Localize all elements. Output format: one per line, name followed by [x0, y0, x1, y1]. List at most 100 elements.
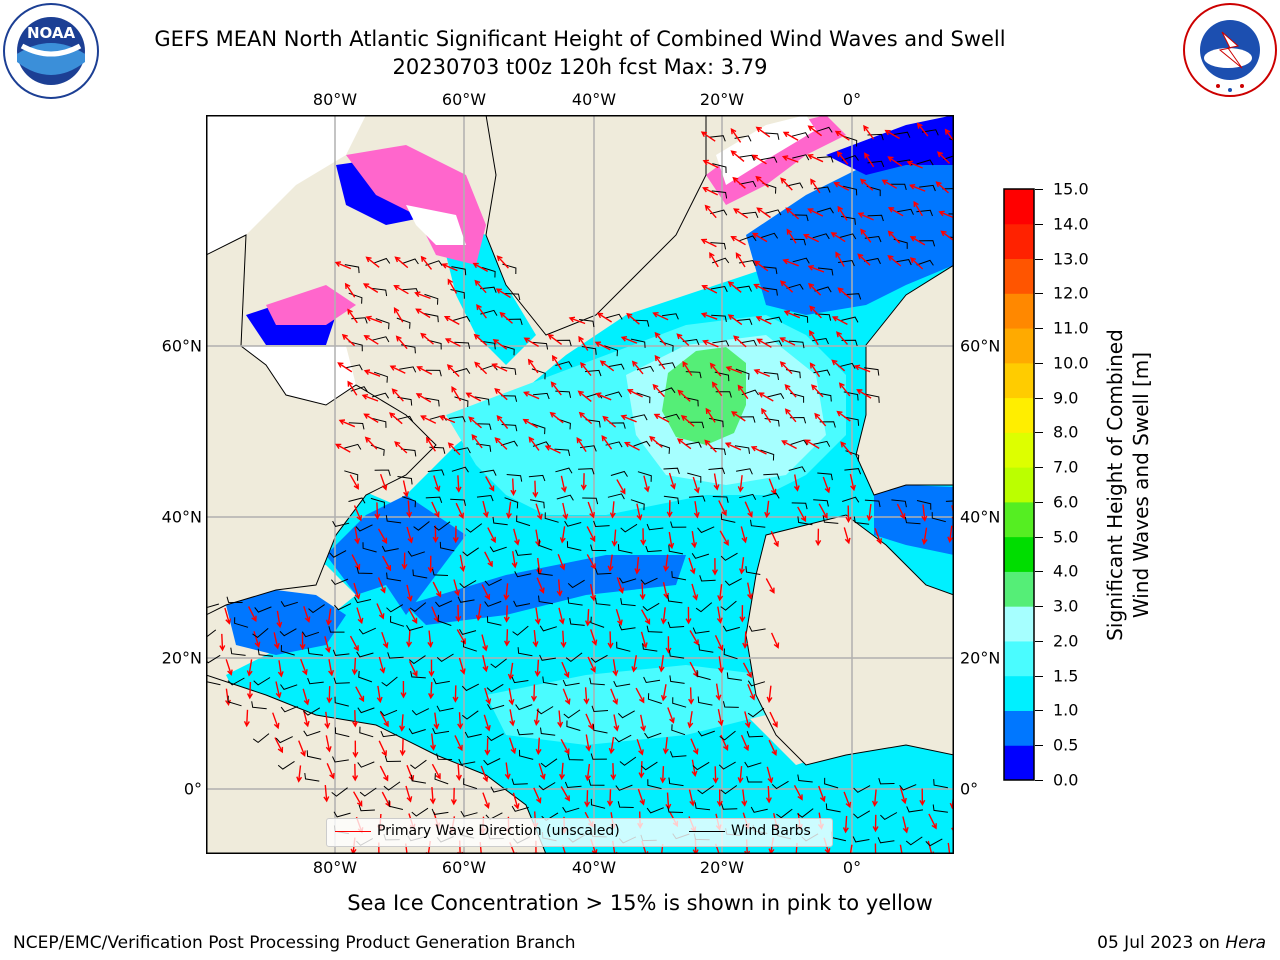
wave-direction-arrow [626, 389, 643, 398]
colorbar-tick-label: 11.0 [1053, 318, 1089, 338]
wind-barb [463, 778, 478, 790]
wave-direction-arrow [527, 358, 539, 374]
wind-barb [484, 600, 502, 607]
wave-direction-arrow [378, 656, 386, 674]
colorbar-segment [1004, 606, 1034, 642]
wind-barb [739, 235, 757, 242]
wind-barb [351, 317, 368, 324]
wind-barb [516, 728, 534, 736]
wind-barb [590, 544, 607, 552]
wind-barb [506, 474, 523, 482]
wave-direction-arrow [714, 635, 724, 652]
wave-direction-arrow [408, 660, 418, 678]
date-stamp: 05 Jul 2023 on Hera [1097, 933, 1266, 953]
wind-barb [424, 313, 439, 323]
wind-barb [304, 772, 320, 782]
wave-direction-arrow [676, 438, 692, 450]
colorbar-tick-label: 0.0 [1053, 770, 1079, 790]
wind-barb [695, 602, 713, 613]
wind-barb [424, 293, 439, 305]
wind-barb [697, 696, 713, 706]
colorbar-tick-mark [1035, 258, 1043, 260]
wave-direction-arrow [640, 528, 647, 546]
wind-barb [739, 180, 757, 188]
wind-barb [357, 707, 375, 714]
wind-barb [476, 494, 494, 502]
wind-barb [658, 362, 676, 369]
wind-barb [812, 233, 830, 240]
wind-barb [788, 340, 805, 349]
wind-barb [722, 701, 739, 708]
wind-barb [501, 366, 517, 375]
wind-barb [734, 135, 752, 142]
wind-barb [555, 467, 573, 474]
wind-barb [344, 264, 360, 274]
wind-barb [691, 553, 710, 559]
wave-direction-arrow [804, 439, 820, 450]
wind-barb [532, 341, 549, 350]
wave-direction-arrow [532, 630, 539, 648]
colorbar-segment [1004, 501, 1034, 538]
noaa-logo-text: NOAA [27, 24, 76, 42]
wind-barb [555, 339, 572, 347]
wave-direction-arrow [742, 631, 749, 649]
colorbar-tick-mark [1035, 710, 1043, 712]
wave-direction-arrow [864, 152, 875, 168]
wave-direction-arrow [717, 708, 724, 727]
wind-barb [254, 606, 272, 613]
wave-direction-arrow [606, 789, 614, 807]
wave-direction-arrow [428, 681, 435, 700]
wave-direction-arrow [352, 710, 359, 728]
wave-direction-arrow [395, 335, 408, 350]
colorbar-segment [1004, 397, 1034, 433]
colorbar-tick-mark [1035, 397, 1043, 399]
wave-direction-arrow [682, 360, 693, 376]
wind-barb [227, 695, 242, 707]
wave-direction-arrow [355, 686, 365, 703]
wind-barb [554, 448, 571, 457]
wind-barb [484, 578, 502, 587]
wind-barb [531, 423, 546, 435]
wave-direction-arrow [601, 435, 613, 450]
wind-barb [512, 625, 529, 636]
wind-barb [688, 421, 705, 429]
wind-barb [589, 677, 605, 686]
colorbar-tick-label: 12.0 [1053, 283, 1089, 303]
wave-direction-arrow [652, 383, 665, 398]
wind-barb [864, 235, 882, 243]
colorbar-tick-label: 10.0 [1053, 353, 1089, 373]
wind-barb [431, 808, 449, 815]
wave-direction-arrow [587, 656, 596, 673]
wind-barb [844, 416, 860, 426]
wind-barb [644, 732, 662, 739]
wind-barb [358, 627, 377, 635]
wind-barb [555, 361, 573, 368]
wave-direction-arrow [631, 360, 644, 375]
wave-direction-arrow [837, 287, 852, 300]
wave-direction-arrow [793, 474, 800, 492]
wind-barb [516, 515, 531, 527]
wind-barb [630, 414, 648, 421]
date-text: 05 Jul 2023 on [1097, 933, 1220, 953]
wave-direction-arrow [947, 842, 952, 854]
wind-barb [536, 706, 554, 715]
wind-barb [579, 319, 595, 328]
wave-direction-arrow [400, 680, 407, 699]
wind-barb [280, 601, 298, 607]
wave-direction-arrow [634, 557, 641, 575]
wave-direction-arrow [492, 338, 508, 350]
wind-barb [517, 647, 533, 657]
wave-direction-arrow [838, 382, 851, 397]
wave-direction-arrow [837, 205, 848, 221]
wave-direction-arrow [393, 307, 404, 323]
wave-direction-arrow [224, 607, 232, 625]
wave-direction-arrow [353, 505, 362, 522]
wave-direction-arrow [751, 154, 767, 165]
wind-barb [866, 185, 881, 197]
lat-tick-right-40n: 40°N [960, 507, 1001, 527]
wind-barb [771, 780, 789, 790]
wave-direction-arrow [414, 291, 431, 300]
wave-direction-arrow [700, 238, 717, 248]
wind-barb [726, 672, 742, 681]
wind-barb [381, 676, 398, 687]
